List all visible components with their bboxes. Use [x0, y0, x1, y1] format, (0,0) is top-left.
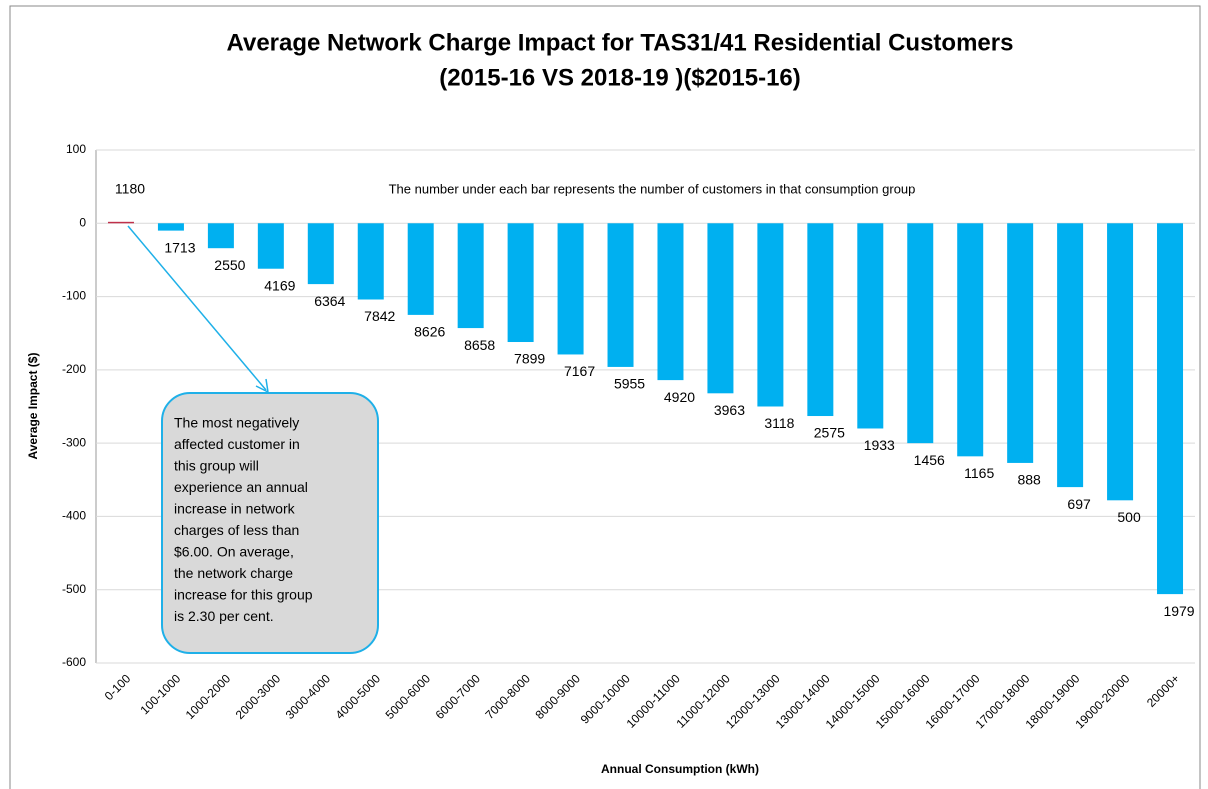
y-tick-label: -400 [62, 509, 86, 523]
x-tick-label: 0-100 [102, 671, 134, 703]
x-tick-label: 2000-3000 [233, 671, 284, 722]
x-tick-label: 20000+ [1144, 671, 1182, 709]
callout-text: is 2.30 per cent. [174, 608, 274, 624]
bar [1107, 223, 1134, 501]
y-tick-label: -500 [62, 582, 86, 596]
bar [357, 223, 384, 300]
bar [857, 223, 884, 429]
bar-label: 1979 [1163, 603, 1194, 619]
x-tick-label: 5000-6000 [383, 671, 434, 722]
callout-text: increase for this group [174, 587, 313, 603]
bar [307, 223, 334, 285]
x-tick-label: 19000-20000 [1073, 671, 1133, 731]
bar-label: 8658 [464, 337, 495, 353]
bar [757, 223, 784, 407]
bar [957, 223, 984, 457]
x-tick-label: 3000-4000 [283, 671, 334, 722]
annotation: The number under each bar represents the… [389, 181, 916, 196]
callout-arrowhead [255, 378, 269, 393]
bar-label: 3118 [764, 415, 794, 431]
bar [607, 223, 634, 367]
bar-label: 1713 [164, 239, 195, 255]
bar-label: 1933 [864, 437, 895, 453]
bar-label: 7167 [564, 363, 595, 379]
callout-text: affected customer in [174, 436, 300, 452]
bar [707, 223, 734, 394]
callout-text: the network charge [174, 565, 293, 581]
bar-label: 500 [1117, 509, 1141, 525]
callout-text: increase in network [174, 501, 296, 517]
x-tick-label: 7000-8000 [482, 671, 533, 722]
x-tick-label: 8000-9000 [532, 671, 583, 722]
bar [1057, 223, 1084, 488]
bar-label: 1165 [964, 465, 994, 481]
y-tick-label: 100 [66, 142, 86, 156]
bar [557, 223, 584, 355]
bar-label: 5955 [614, 376, 645, 392]
bar-label: 6364 [314, 293, 345, 309]
bar-label: 1180 [115, 181, 145, 197]
bar-label: 4169 [264, 277, 295, 293]
chart-title: Average Network Charge Impact for TAS31/… [227, 29, 1014, 56]
bar [807, 223, 834, 417]
bar-label: 7842 [364, 308, 395, 324]
bar-label: 1456 [914, 452, 945, 468]
bar [407, 223, 434, 315]
bar-label: 3963 [714, 402, 745, 418]
x-tick-label: 4000-5000 [333, 671, 384, 722]
bar [157, 223, 184, 231]
chart-subtitle: (2015-16 VS 2018-19 )($2015-16) [439, 64, 801, 91]
y-tick-label: 0 [79, 215, 86, 229]
callout-text: this group will [174, 458, 259, 474]
bar-label: 697 [1067, 496, 1091, 512]
bar [657, 223, 684, 381]
bar-label: 2550 [214, 257, 245, 273]
bar [207, 223, 234, 249]
y-tick-label: -200 [62, 362, 86, 376]
y-tick-label: -600 [62, 655, 86, 669]
bar-label: 888 [1017, 472, 1041, 488]
bar [457, 223, 484, 329]
bar-label: 4920 [664, 389, 695, 405]
bar [507, 223, 534, 343]
x-tick-label: 100-1000 [138, 671, 184, 717]
callout-text: experience an annual [174, 479, 308, 495]
y-tick-label: -100 [62, 289, 86, 303]
bar [1007, 223, 1034, 463]
callout-arrow [127, 225, 267, 391]
bar-label: 8626 [414, 324, 445, 340]
bar [907, 223, 934, 444]
x-axis-label: Annual Consumption (kWh) [601, 762, 759, 776]
bar [1157, 223, 1184, 595]
bar [107, 221, 134, 224]
y-tick-label: -300 [62, 435, 86, 449]
x-tick-label: 6000-7000 [433, 671, 484, 722]
callout-text: The most negatively [174, 415, 299, 431]
bar [257, 223, 284, 269]
bar-label: 7899 [514, 351, 545, 367]
y-axis-label: Average Impact ($) [26, 353, 40, 460]
x-tick-label: 1000-2000 [183, 671, 234, 722]
callout-text: charges of less than [174, 522, 299, 538]
bar-label: 2575 [814, 425, 845, 441]
chart-frame [9, 5, 1201, 789]
callout-box [161, 392, 379, 654]
callout-text: $6.00. On average, [174, 544, 294, 560]
